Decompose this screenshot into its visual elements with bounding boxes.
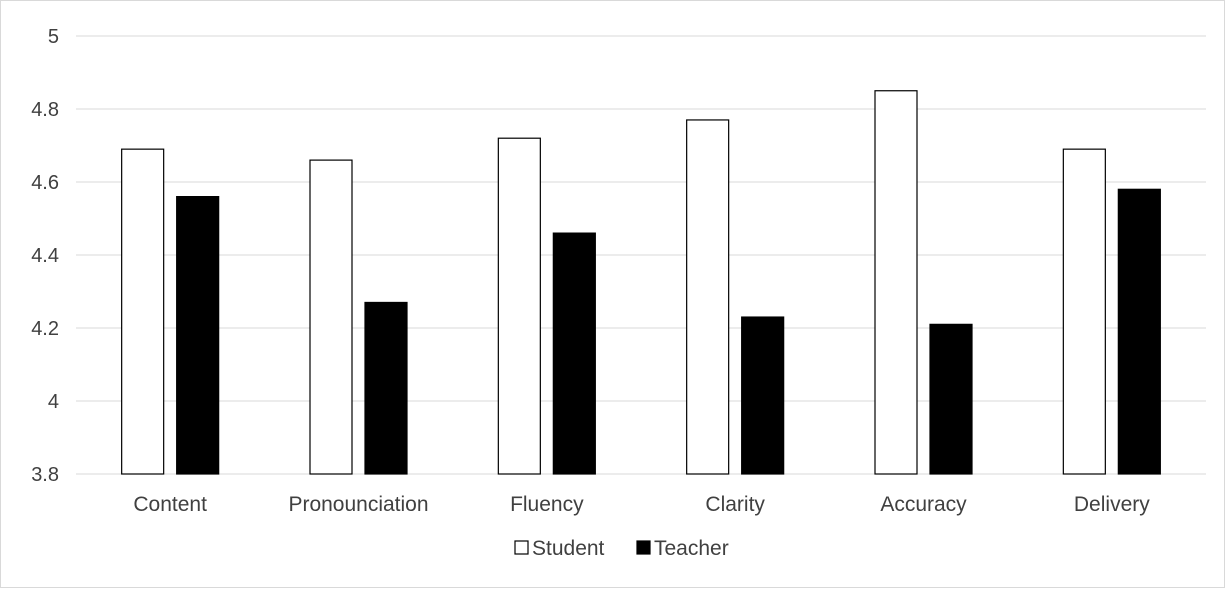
y-axis-tick-labels: 3.8 4 4.2 4.4 4.6 4.8 5 [31,26,59,486]
teacher-legend-swatch [636,540,651,555]
y-tick-label: 4.8 [31,99,59,121]
x-tick-label: Delivery [1074,493,1150,516]
x-tick-label: Clarity [705,493,765,516]
student-bar [309,159,353,475]
student-legend-swatch [514,540,529,555]
teacher-bar [176,196,220,475]
teacher-bar [364,301,408,475]
y-tick-label: 4.6 [31,172,59,194]
student-bar [497,137,541,475]
gridlines [76,35,1206,475]
student-legend-label: Student [532,537,605,560]
teacher-bar [929,323,973,475]
teacher-bar [1117,188,1161,475]
x-tick-label: Content [133,493,207,516]
teacher-bar [741,316,785,475]
student-bar [874,90,918,475]
bars [121,90,1161,475]
legend: Student Teacher [514,537,729,560]
x-axis-category-labels: Content Pronounciation Fluency Clarity Accur… [133,493,1150,516]
x-tick-label: Accuracy [880,493,967,516]
y-tick-label: 4 [48,391,59,413]
x-tick-label: Pronounciation [288,493,428,516]
y-tick-label: 4.4 [31,245,59,267]
teacher-bar [552,232,596,475]
y-tick-label: 3.8 [31,464,59,486]
student-bar [686,119,730,475]
y-tick-label: 4.2 [31,318,59,340]
student-bar [1062,148,1106,475]
student-bar [121,148,165,475]
x-tick-label: Fluency [510,493,584,516]
teacher-legend-label: Teacher [654,537,729,560]
y-tick-label: 5 [48,26,59,48]
